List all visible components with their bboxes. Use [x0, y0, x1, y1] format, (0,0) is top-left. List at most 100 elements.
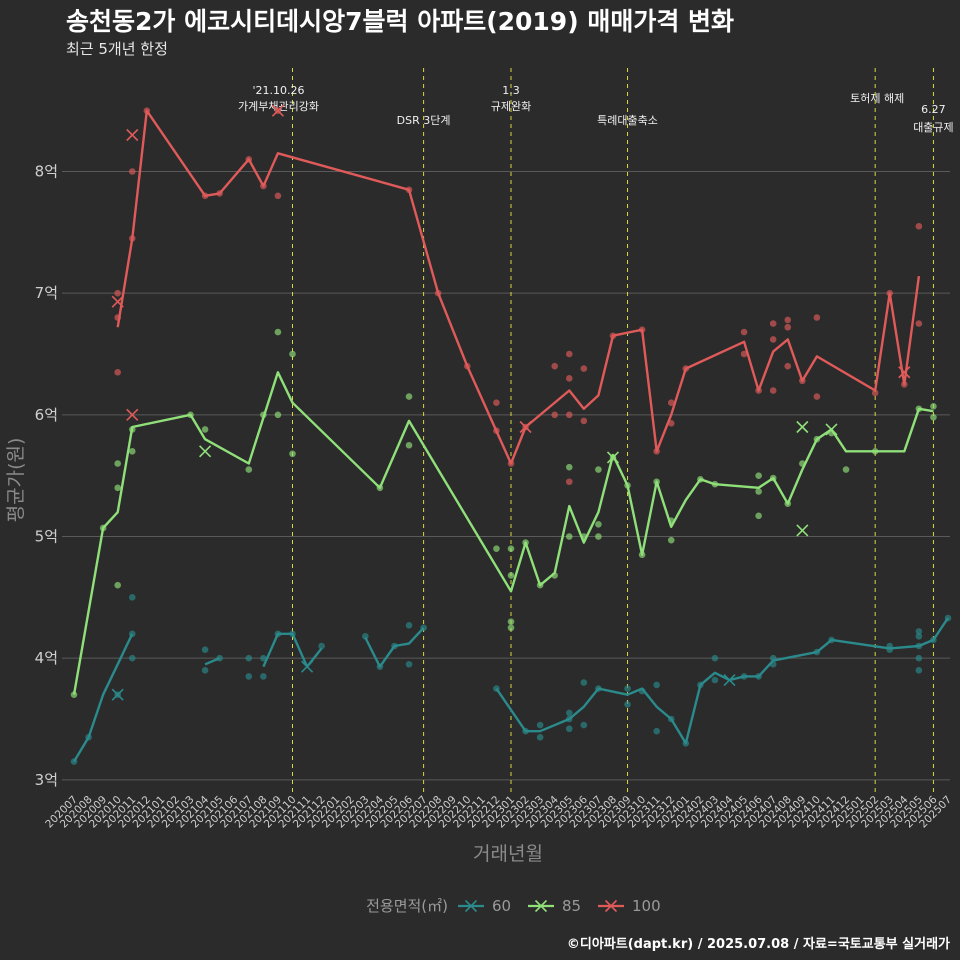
- data-point: [624, 701, 631, 708]
- data-point: [493, 545, 500, 552]
- data-point: [915, 628, 923, 635]
- data-point: [580, 679, 588, 686]
- series-line: [72, 633, 134, 763]
- data-point: [507, 572, 515, 579]
- data-point: [536, 733, 544, 741]
- data-point: [565, 375, 573, 382]
- data-point: [740, 350, 748, 358]
- data-point: [405, 393, 413, 400]
- cross-marker: [271, 104, 284, 117]
- data-point: [245, 654, 253, 662]
- event-label: 특례대출축소: [597, 114, 658, 127]
- y-axis-ticks: 3억 4억 5억 6억 7억 8억: [35, 163, 58, 789]
- data-point: [565, 709, 573, 717]
- legend-item-85: 85: [528, 897, 581, 915]
- y-tick-label: 8억: [35, 163, 58, 181]
- data-point: [667, 399, 675, 406]
- x-axis-title: 거래년월: [473, 843, 543, 865]
- series-line: [495, 617, 949, 745]
- data-point: [784, 362, 792, 370]
- data-point: [740, 328, 748, 336]
- data-point: [565, 533, 573, 540]
- data-point: [289, 450, 296, 458]
- x-axis-ticks: 2020072020082020092020102020112020122021…: [43, 793, 954, 830]
- event-label: 가계부채관리강화: [238, 100, 319, 113]
- data-point: [565, 463, 573, 471]
- y-tick-label: 4억: [35, 649, 58, 667]
- data-point: [201, 426, 209, 433]
- data-point: [128, 594, 136, 601]
- event-label: 규제완화: [491, 100, 531, 113]
- y-tick-label: 6억: [35, 406, 58, 424]
- data-point: [114, 368, 121, 376]
- series-line: [262, 632, 323, 668]
- data-point: [915, 632, 923, 640]
- data-point: [289, 350, 296, 358]
- legend: 전용면적(㎡) 60 85 100: [366, 897, 661, 915]
- data-point: [784, 316, 792, 324]
- event-label: '21.10.26: [252, 84, 304, 97]
- data-point: [551, 362, 558, 370]
- data-point: [318, 642, 325, 650]
- data-point: [405, 441, 413, 449]
- data-point: [813, 393, 821, 400]
- data-point: [769, 387, 777, 394]
- y-tick-label: 3억: [35, 771, 58, 789]
- data-point: [536, 721, 544, 729]
- data-point: [624, 685, 631, 692]
- series-line: [116, 109, 921, 465]
- cross-marker: [126, 128, 139, 142]
- event-label: DSR 3단계: [397, 114, 451, 127]
- data-point: [114, 460, 121, 467]
- data-point: [769, 336, 777, 343]
- data-point: [201, 646, 209, 653]
- data-point: [595, 466, 602, 473]
- data-point: [245, 466, 253, 473]
- data-point: [769, 320, 777, 327]
- y-tick-label: 7억: [35, 284, 58, 302]
- data-point: [930, 403, 937, 410]
- cross-marker: [111, 688, 124, 701]
- data-point: [201, 667, 209, 674]
- data-point: [580, 721, 588, 729]
- data-point: [915, 654, 923, 662]
- data-point: [507, 545, 515, 552]
- legend-item-60: 60: [458, 897, 511, 915]
- grid-lines: [62, 171, 950, 781]
- data-point: [595, 521, 602, 528]
- data-point: [493, 399, 500, 406]
- legend-label: 85: [562, 897, 581, 915]
- data-point: [595, 533, 602, 540]
- series-line: [204, 657, 221, 666]
- data-point: [565, 478, 573, 486]
- y-axis-title: 평균가(원): [5, 438, 27, 523]
- data-point: [930, 413, 937, 421]
- data-point: [260, 654, 267, 662]
- data-point: [755, 512, 762, 520]
- data-point: [274, 192, 282, 200]
- legend-label: 60: [492, 897, 511, 915]
- legend-item-100: 100: [598, 897, 661, 915]
- data-point: [580, 417, 588, 425]
- chart-title: 송천동2가 에코시티데시앙7블럭 아파트(2019) 매매가격 변화: [66, 7, 735, 36]
- data-point: [667, 536, 675, 544]
- chart-subtitle: 최근 5개년 한정: [66, 40, 168, 58]
- data-point: [653, 727, 660, 735]
- data-point: [507, 624, 515, 632]
- event-label: 1.3: [502, 84, 520, 97]
- chart-caption: ©디아파트(dapt.kr) / 2025.07.08 / 자료=국토교통부 실…: [566, 937, 950, 952]
- data-point: [565, 725, 573, 733]
- data-point: [114, 289, 121, 297]
- data-point: [362, 632, 369, 640]
- data-point: [755, 488, 762, 495]
- data-point: [871, 389, 879, 397]
- series-line: [364, 626, 425, 668]
- legend-title: 전용면적(㎡): [366, 897, 448, 915]
- data-point: [711, 676, 719, 684]
- data-point: [580, 365, 588, 372]
- data-point: [915, 320, 923, 327]
- data-point: [784, 323, 792, 331]
- legend-label: 100: [632, 897, 661, 915]
- data-point: [128, 654, 136, 662]
